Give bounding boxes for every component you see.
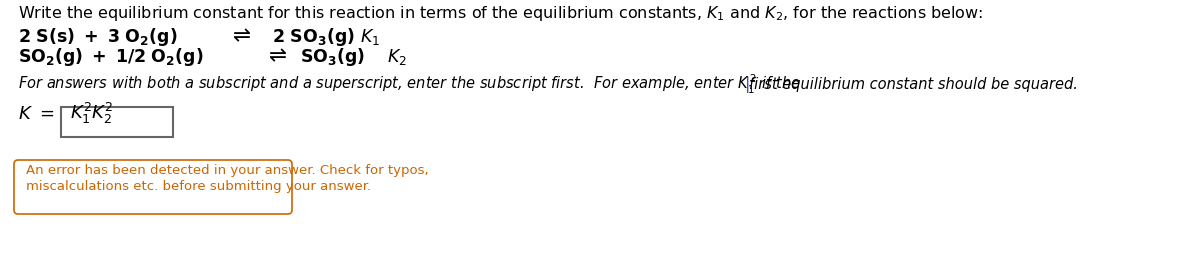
- Text: $\mathit{K}_1^2\mathit{K}_2^2$: $\mathit{K}_1^2\mathit{K}_2^2$: [70, 101, 113, 126]
- Text: $|$: $|$: [744, 75, 749, 95]
- FancyBboxPatch shape: [61, 107, 173, 137]
- Text: first equilibrium constant should be squared.: first equilibrium constant should be squ…: [749, 77, 1078, 92]
- Text: $K\ =$: $K\ =$: [18, 105, 54, 123]
- Text: $\mathbf{2\ SO_3(g)\ }$$\mathit{K}_1$: $\mathbf{2\ SO_3(g)\ }$$\mathit{K}_1$: [272, 26, 380, 48]
- Text: miscalculations etc. before submitting your answer.: miscalculations etc. before submitting y…: [26, 180, 371, 193]
- FancyBboxPatch shape: [14, 160, 292, 214]
- Text: An error has been detected in your answer. Check for typos,: An error has been detected in your answe…: [26, 164, 428, 177]
- Text: For answers with both a subscript and a superscript, enter the subscript first. : For answers with both a subscript and a …: [18, 72, 802, 96]
- Text: $\mathbf{2\ S(s)\ +\ 3\ O_2(g)}$: $\mathbf{2\ S(s)\ +\ 3\ O_2(g)}$: [18, 26, 178, 48]
- Text: Write the equilibrium constant for this reaction in terms of the equilibrium con: Write the equilibrium constant for this …: [18, 4, 983, 23]
- Text: $\rightleftharpoons$: $\rightleftharpoons$: [264, 46, 287, 66]
- Text: $\mathbf{SO_2(g)\ +\ 1/2\ O_2(g)}$: $\mathbf{SO_2(g)\ +\ 1/2\ O_2(g)}$: [18, 46, 204, 68]
- Text: $\mathbf{SO_3(g)\ \ \ \ }$$\mathit{K}_2$: $\mathbf{SO_3(g)\ \ \ \ }$$\mathit{K}_2$: [300, 46, 407, 68]
- Text: $\rightleftharpoons$: $\rightleftharpoons$: [228, 26, 251, 46]
